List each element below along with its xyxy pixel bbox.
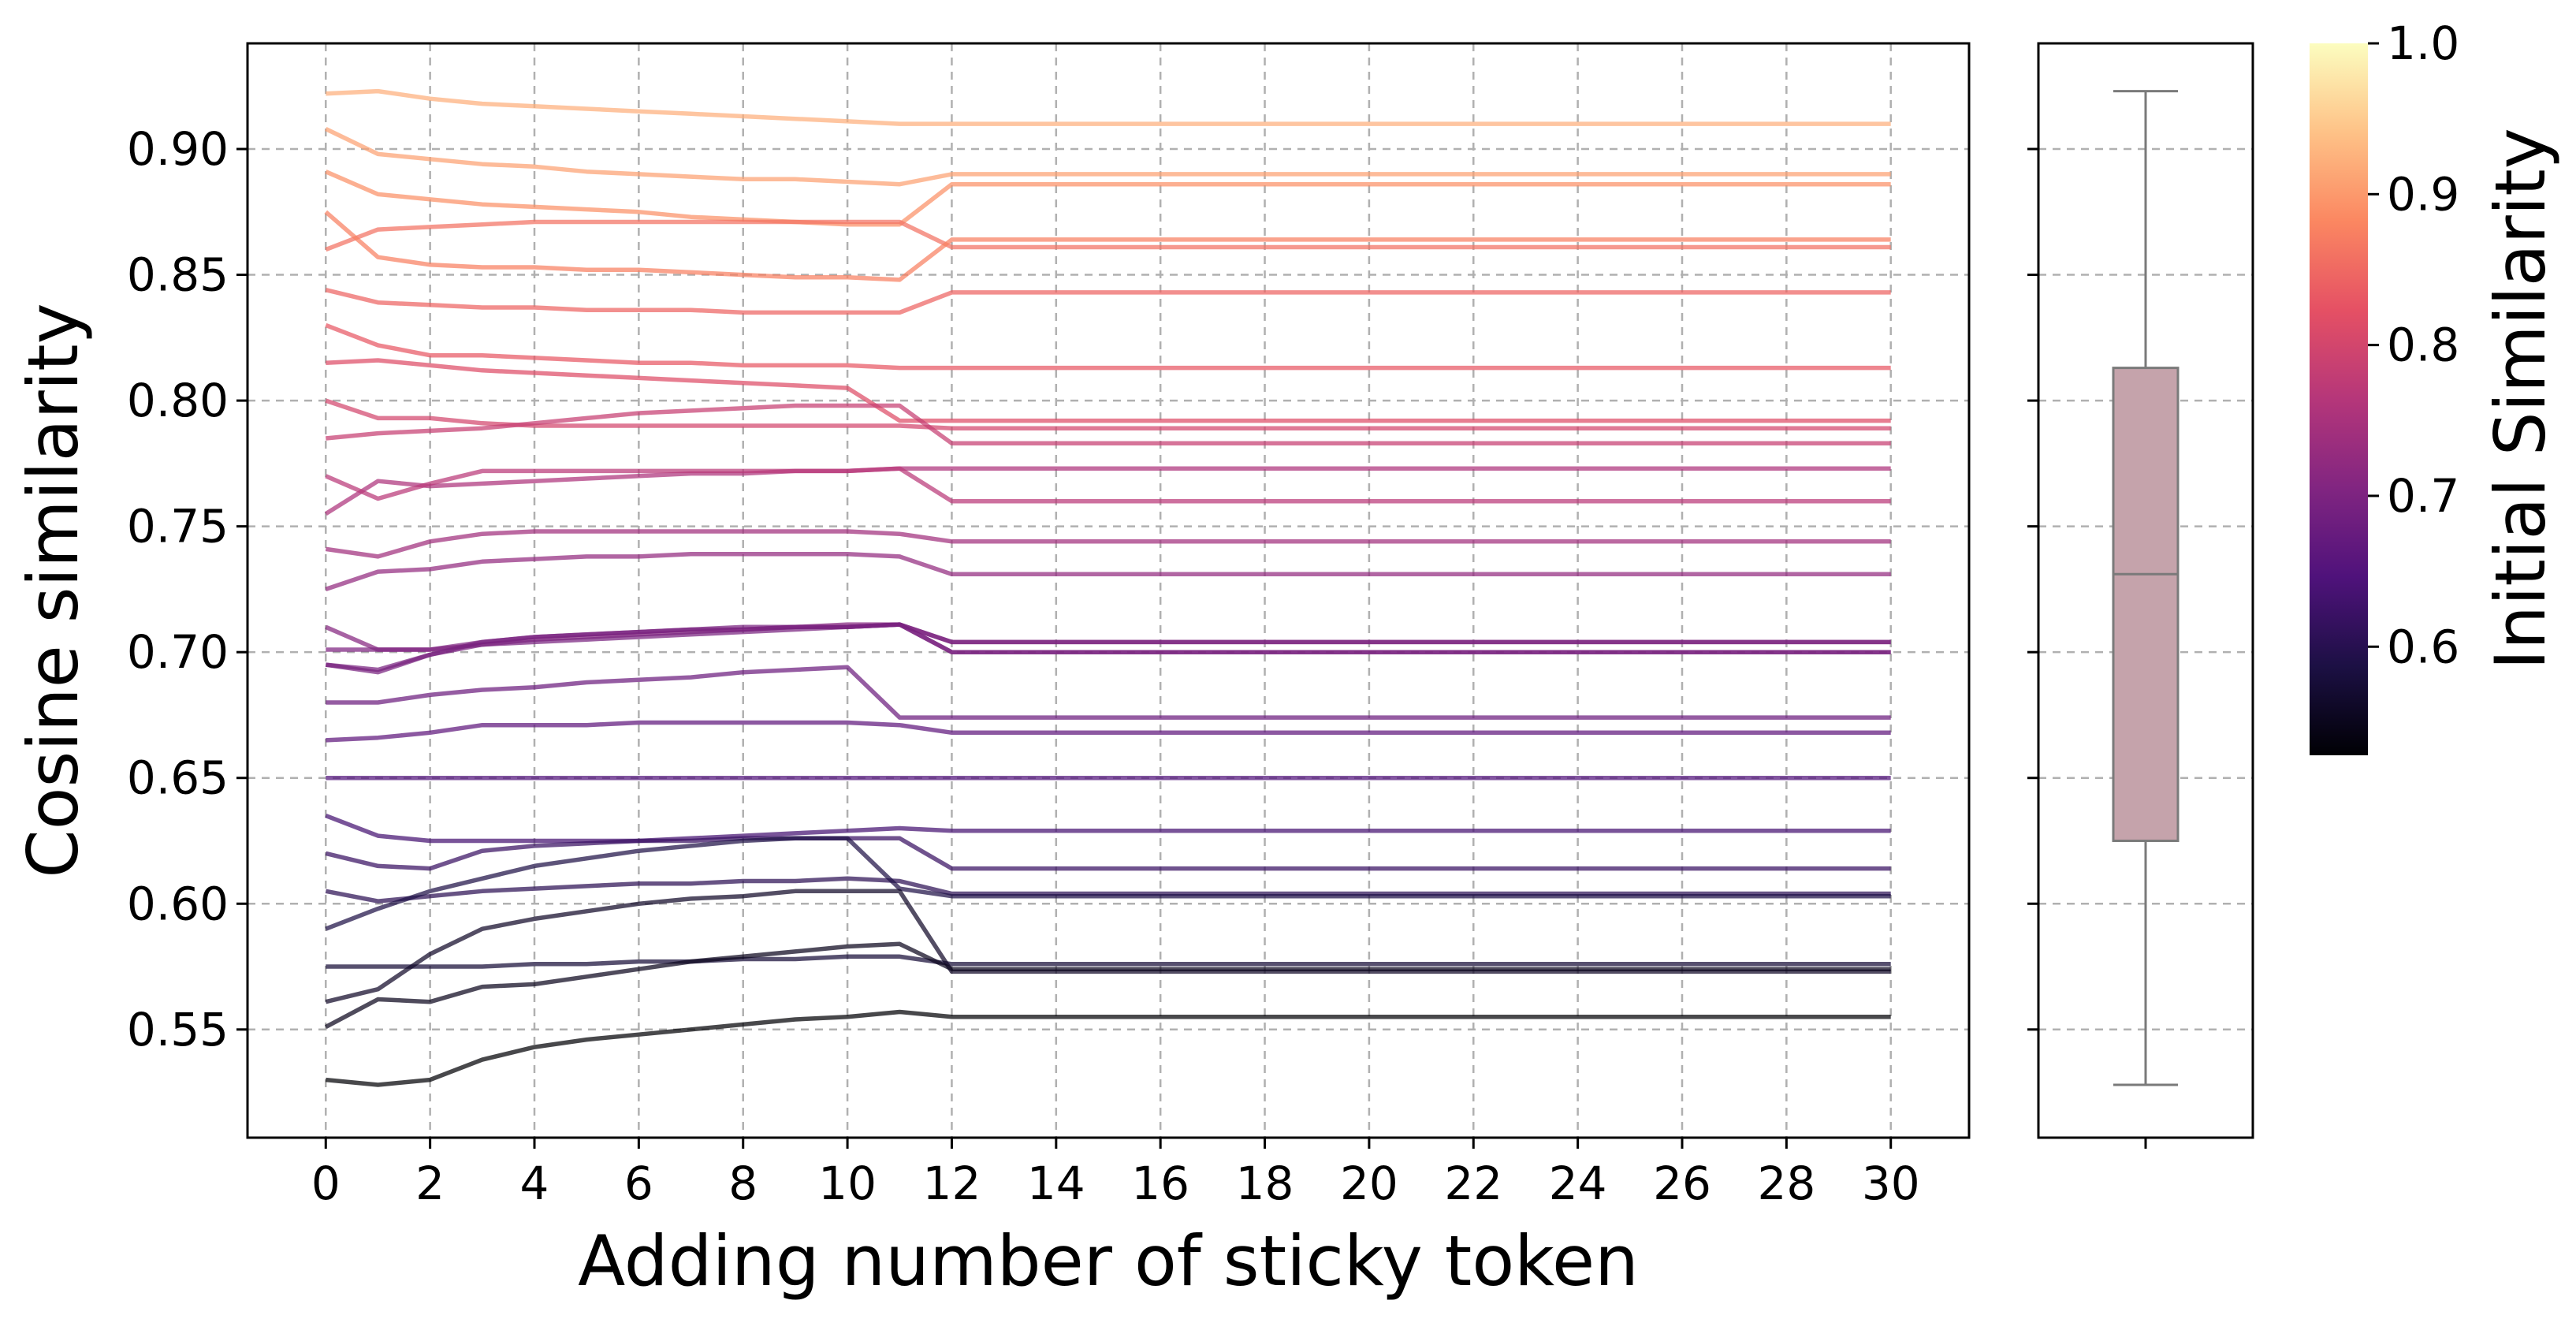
y-axis-title: Cosine similarity [13, 303, 94, 878]
x-tick-label: 28 [1757, 1157, 1815, 1210]
x-tick-label: 22 [1444, 1157, 1502, 1210]
y-tick-label: 0.70 [127, 625, 229, 679]
x-tick-label: 0 [311, 1157, 341, 1210]
series-line [325, 170, 1891, 227]
series-line [325, 889, 1891, 1004]
x-tick-label: 4 [520, 1157, 549, 1210]
y-tick-label: 0.75 [127, 500, 229, 553]
box-plot [2112, 90, 2180, 1086]
series-line [326, 88, 1891, 126]
main-y-ticks: 0.55 0.60 0.65 0.70 0.75 0.80 0.85 0.90 [127, 122, 248, 1056]
x-tick-label: 12 [923, 1157, 981, 1210]
x-tick-label: 16 [1131, 1157, 1189, 1210]
main-plot: 0.550.600.650.700.750.800.850.90 0 2 4 6 8 10… [13, 42, 1971, 1302]
colorbar-label: Initial Similarity [2480, 128, 2561, 670]
colorbar-tick-label: 0.8 [2387, 319, 2459, 372]
series-line [326, 1009, 1891, 1087]
series-line [325, 466, 1891, 504]
x-tick-label: 30 [1862, 1157, 1920, 1210]
colorbar: 0.6 0.7 0.8 0.9 1.0 Initial Similarity [2310, 17, 2561, 755]
colorbar-ticks: 0.6 0.7 0.8 0.9 1.0 [2368, 17, 2459, 673]
series-line [325, 814, 1891, 844]
y-tick-label: 0.90 [127, 122, 229, 176]
series-line [325, 836, 1891, 871]
series-line [325, 322, 1891, 371]
y-tick-label: 0.85 [127, 248, 229, 302]
series-line [325, 219, 1891, 252]
series-line [325, 551, 1891, 592]
y-tick-label: 0.65 [127, 751, 229, 805]
x-tick-label: 18 [1236, 1157, 1294, 1210]
series-line [325, 127, 1891, 187]
colorbar-tick-label: 0.6 [2387, 620, 2459, 673]
x-tick-label: 2 [415, 1157, 445, 1210]
series-line [326, 954, 1891, 969]
series-line [325, 941, 1891, 1030]
colorbar-gradient [2310, 43, 2368, 755]
x-tick-label: 14 [1027, 1157, 1085, 1210]
x-tick-label: 24 [1549, 1157, 1607, 1210]
series-line [325, 836, 1891, 931]
colorbar-tick-label: 0.7 [2387, 469, 2459, 523]
x-tick-label: 10 [818, 1157, 877, 1210]
series-line [325, 398, 1891, 430]
colorbar-tick-label: 0.9 [2387, 167, 2459, 221]
y-tick-label: 0.80 [127, 374, 229, 427]
x-tick-label: 20 [1340, 1157, 1398, 1210]
x-tick-label: 6 [624, 1157, 653, 1210]
iqr-box [2112, 367, 2180, 842]
main-plot-frame [246, 42, 1971, 1139]
box-plot-panel [2027, 42, 2254, 1149]
x-tick-label: 8 [728, 1157, 758, 1210]
series-line [326, 622, 1891, 673]
series-line [326, 403, 1891, 446]
box-y-ticks [2027, 147, 2147, 1149]
series-line [326, 665, 1891, 720]
series-line [324, 466, 1891, 516]
x-tick-label: 26 [1653, 1157, 1711, 1210]
x-axis-title: Adding number of sticky token [578, 1220, 1639, 1302]
series-line [326, 720, 1891, 743]
series-line [325, 288, 1891, 315]
series-line [326, 358, 1891, 423]
similarity-lines [324, 88, 1891, 1087]
colorbar-tick-label: 1.0 [2387, 17, 2459, 70]
main-x-ticks: 0 2 4 6 8 10 12 14 16 18 20 22 24 26 28 30 [311, 1138, 1920, 1210]
y-tick-label: 0.60 [127, 877, 229, 930]
series-line [325, 529, 1891, 559]
series-line [324, 210, 1891, 282]
series-line [325, 622, 1891, 675]
y-tick-label: 0.55 [127, 1003, 229, 1056]
